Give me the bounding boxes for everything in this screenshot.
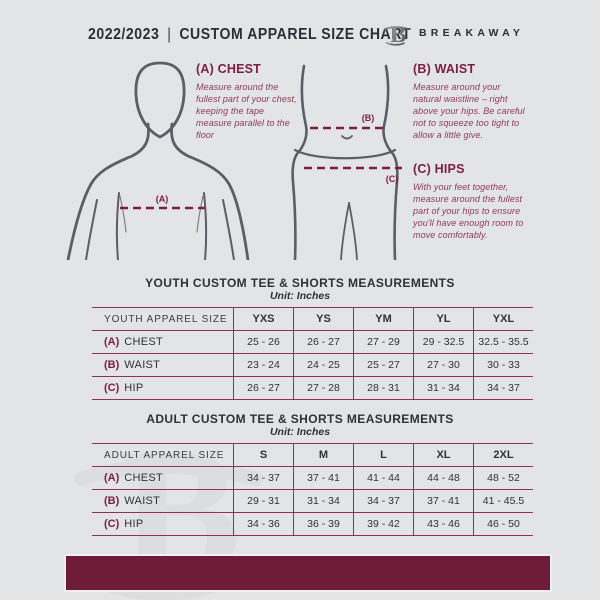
title-separator: | — [167, 26, 172, 43]
measurement-value: 34 - 36 — [233, 513, 293, 535]
measurement-value: 29 - 32.5 — [413, 331, 473, 353]
measurement-value: 43 - 46 — [413, 513, 473, 535]
adult-size-table: ADULT APPAREL SIZE S M L XL 2XL (A) CHEST 34 - 3… — [92, 443, 533, 536]
footer-accent-bar — [64, 554, 552, 592]
measurement-value: 37 - 41 — [413, 490, 473, 512]
chest-instruction-heading: (A) CHEST — [196, 62, 261, 76]
measurement-value: 27 - 30 — [413, 354, 473, 376]
page-title: 2022/2023 | CUSTOM APPAREL SIZE CHART — [88, 26, 411, 44]
measurement-value: 23 - 24 — [233, 354, 293, 376]
table-header-row: YOUTH APPAREL SIZE YXS YS YM YL YXL — [92, 308, 533, 331]
measurement-value: 34 - 37 — [473, 377, 533, 399]
chest-line-label: (A) — [156, 194, 169, 204]
waist-instruction-text: Measure around your natural waistline – … — [413, 82, 525, 140]
apparel-size-header: ADULT APPAREL SIZE — [104, 449, 225, 461]
measurement-value: 48 - 52 — [473, 467, 533, 489]
chest-instruction-text: Measure around the fullest part of your … — [196, 82, 297, 140]
measurement-row: (B) WAIST 23 - 24 24 - 25 25 - 27 27 - 30 30 -… — [92, 354, 533, 377]
size-column-header: S — [233, 444, 293, 466]
waist-instruction-heading: (B) WAIST — [413, 62, 476, 76]
measurement-value: 44 - 48 — [413, 467, 473, 489]
measurement-label: (C) HIP — [104, 518, 144, 530]
youth-size-table: YOUTH APPAREL SIZE YXS YS YM YL YXL (A) CHEST 25… — [92, 307, 533, 400]
measurement-value: 41 - 45.5 — [473, 490, 533, 512]
measurement-label: (B) WAIST — [104, 359, 161, 371]
measurement-row: (B) WAIST 29 - 31 31 - 34 34 - 37 37 - 41 41 -… — [92, 490, 533, 513]
measurement-value: 34 - 37 — [233, 467, 293, 489]
table-header-row: ADULT APPAREL SIZE S M L XL 2XL — [92, 444, 533, 467]
season-label: 2022/2023 — [88, 26, 160, 43]
measurement-label: (C) HIP — [104, 382, 144, 394]
measurement-row: (C) HIP 34 - 36 36 - 39 39 - 42 43 - 46 46 - 5… — [92, 513, 533, 536]
measurement-value: 34 - 37 — [353, 490, 413, 512]
adult-table-unit: Unit: Inches — [269, 426, 331, 438]
measurement-row: (A) CHEST 25 - 26 26 - 27 27 - 29 29 - 32.5 32… — [92, 331, 533, 354]
measurement-value: 26 - 27 — [233, 377, 293, 399]
hips-instruction-heading: (C) HIPS — [413, 162, 465, 176]
measurement-value: 28 - 31 — [353, 377, 413, 399]
chart-title: CUSTOM APPAREL SIZE CHART — [179, 26, 412, 43]
brand-lockup: B BREAKAWAY — [382, 18, 524, 48]
chest-diagram: (A) — [58, 56, 254, 260]
youth-table-unit: Unit: Inches — [269, 290, 331, 302]
measurement-value: 25 - 26 — [233, 331, 293, 353]
chest-instructions: (A) CHEST Measure around the fullest par… — [196, 62, 300, 141]
breakaway-logo-icon: B — [382, 18, 412, 48]
hips-line-label: (C) — [386, 174, 399, 184]
apparel-size-header: YOUTH APPAREL SIZE — [104, 313, 228, 325]
size-column-header: XL — [413, 444, 473, 466]
measurement-row: (A) CHEST 34 - 37 37 - 41 41 - 44 44 - 48 48 -… — [92, 467, 533, 490]
size-column-header: YS — [293, 308, 353, 330]
size-column-header: L — [353, 444, 413, 466]
size-column-header: YXS — [233, 308, 293, 330]
brand-name: BREAKAWAY — [419, 27, 525, 39]
measurement-value: 31 - 34 — [413, 377, 473, 399]
measurement-label: (B) WAIST — [104, 495, 161, 507]
measurement-value: 25 - 27 — [353, 354, 413, 376]
hips-instructions: (C) HIPS With your feet together, measur… — [413, 162, 531, 241]
measurement-value: 26 - 27 — [293, 331, 353, 353]
measurement-value: 24 - 25 — [293, 354, 353, 376]
measurement-value: 41 - 44 — [353, 467, 413, 489]
measurement-value: 39 - 42 — [353, 513, 413, 535]
size-column-header: 2XL — [473, 444, 533, 466]
measurement-value: 46 - 50 — [473, 513, 533, 535]
measurement-value: 30 - 33 — [473, 354, 533, 376]
waist-instructions: (B) WAIST Measure around your natural wa… — [413, 62, 527, 141]
measurement-value: 36 - 39 — [293, 513, 353, 535]
measurement-value: 31 - 34 — [293, 490, 353, 512]
measurement-value: 27 - 28 — [293, 377, 353, 399]
size-column-header: YXL — [473, 308, 533, 330]
measurement-label: (A) CHEST — [104, 472, 164, 484]
waist-line-label: (B) — [362, 113, 375, 123]
measurement-value: 32.5 - 35.5 — [473, 331, 533, 353]
waist-hips-diagram: (B) (C) — [282, 58, 408, 260]
measurement-value: 37 - 41 — [293, 467, 353, 489]
size-column-header: YL — [413, 308, 473, 330]
size-column-header: M — [293, 444, 353, 466]
hips-instruction-text: With your feet together, measure around … — [413, 182, 524, 240]
measurement-row: (C) HIP 26 - 27 27 - 28 28 - 31 31 - 34 34 - 3… — [92, 377, 533, 400]
measurement-value: 29 - 31 — [233, 490, 293, 512]
adult-table-title: ADULT CUSTOM TEE & SHORTS MEASUREMENTS — [146, 412, 454, 426]
size-column-header: YM — [353, 308, 413, 330]
measurement-label: (A) CHEST — [104, 336, 164, 348]
youth-table-title: YOUTH CUSTOM TEE & SHORTS MEASUREMENTS — [145, 276, 455, 290]
measurement-value: 27 - 29 — [353, 331, 413, 353]
